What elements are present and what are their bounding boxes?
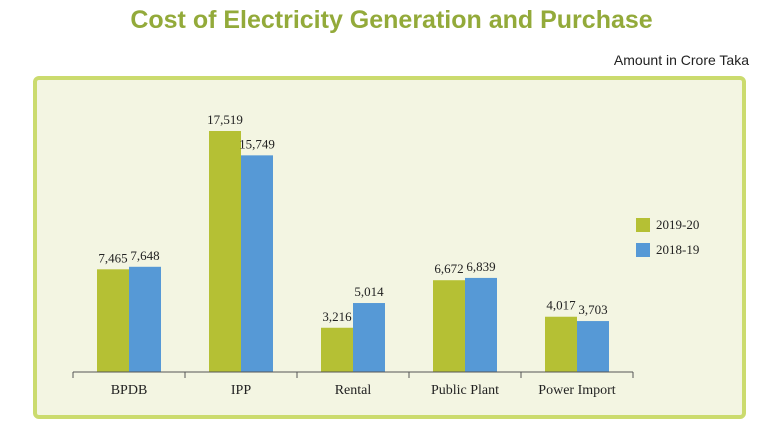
bar-ipp-2018-19 bbox=[241, 155, 273, 372]
data-label-bpdb-2018-19: 7,648 bbox=[130, 248, 159, 263]
data-label-public-plant-2018-19: 6,839 bbox=[466, 259, 495, 274]
data-label-ipp-2018-19: 15,749 bbox=[239, 136, 275, 151]
data-label-public-plant-2019-20: 6,672 bbox=[434, 261, 463, 276]
data-label-power-import-2018-19: 3,703 bbox=[578, 302, 607, 317]
data-label-ipp-2019-20: 17,519 bbox=[207, 112, 243, 127]
legend: 2019-20 2018-19 bbox=[636, 212, 699, 262]
legend-item-2019-20: 2019-20 bbox=[636, 212, 699, 237]
bar-power-import-2018-19 bbox=[577, 321, 609, 372]
legend-swatch-2018-19 bbox=[636, 242, 650, 257]
bar-bpdb-2019-20 bbox=[97, 269, 129, 372]
data-label-rental-2019-20: 3,216 bbox=[322, 309, 352, 324]
legend-item-2018-19: 2018-19 bbox=[636, 237, 699, 262]
data-label-rental-2018-19: 5,014 bbox=[354, 284, 384, 299]
x-tick-label-public-plant: Public Plant bbox=[431, 383, 499, 398]
chart-title: Cost of Electricity Generation and Purch… bbox=[130, 6, 653, 34]
bar-rental-2019-20 bbox=[321, 327, 353, 372]
bar-ipp-2019-20 bbox=[209, 131, 241, 372]
unit-label: Amount in Crore Taka bbox=[613, 52, 749, 68]
x-tick-label-bpdb: BPDB bbox=[111, 383, 148, 398]
legend-label-2018-19: 2018-19 bbox=[656, 241, 700, 257]
data-label-power-import-2019-20: 4,017 bbox=[546, 298, 576, 313]
bar-public-plant-2018-19 bbox=[465, 277, 497, 372]
bar-power-import-2019-20 bbox=[545, 316, 577, 372]
legend-swatch-2019-20 bbox=[636, 217, 650, 232]
x-tick-label-rental: Rental bbox=[335, 383, 372, 398]
bar-rental-2018-19 bbox=[353, 303, 385, 372]
data-label-bpdb-2019-20: 7,465 bbox=[98, 250, 127, 265]
x-tick-label-ipp: IPP bbox=[231, 383, 251, 398]
legend-label-2019-20: 2019-20 bbox=[656, 216, 700, 232]
bar-public-plant-2019-20 bbox=[433, 280, 465, 372]
bar-bpdb-2018-19 bbox=[129, 266, 161, 372]
x-tick-label-power-import: Power Import bbox=[538, 383, 615, 398]
